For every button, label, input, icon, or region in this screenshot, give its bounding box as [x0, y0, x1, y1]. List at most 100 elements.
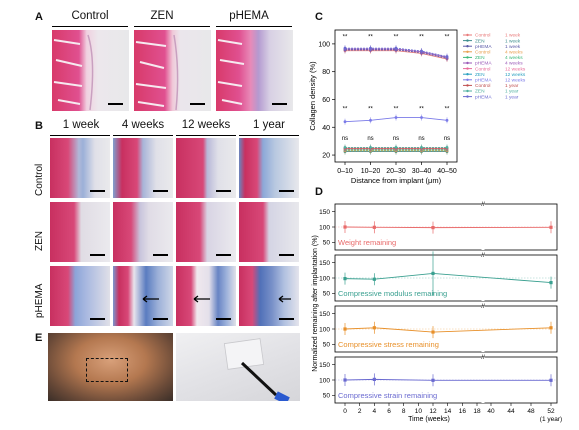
axis-break-mark: //: [481, 202, 485, 208]
y-tick-label: 100: [319, 377, 330, 384]
significance-label: **: [445, 34, 450, 40]
panel-a-col-phema: pHEMA: [229, 10, 269, 22]
panel-a-underline-2: [134, 26, 210, 27]
legend-marker: [466, 67, 469, 70]
y-tick-label: 20: [322, 153, 330, 160]
legend-marker: [466, 78, 469, 81]
significance-label: **: [343, 34, 348, 40]
histology-control-12weeks: [176, 138, 236, 198]
significance-label: **: [419, 34, 424, 40]
histology-zen-1week: [50, 202, 110, 262]
legend-time-label: 1 year: [505, 89, 519, 95]
legend-marker: [466, 84, 469, 87]
subplot-title: Compressive modulus remaining: [338, 289, 447, 298]
y-tick-label: 100: [319, 326, 330, 333]
x-tick-label: 2: [358, 408, 362, 415]
x-tick-label: 0–10: [337, 168, 353, 175]
y-axis-label: Normalized remaining after implantation …: [312, 235, 319, 372]
x-axis-label: Distance from implant (μm): [351, 176, 442, 185]
y-tick-label: 50: [323, 342, 331, 349]
year-label: (1 year): [540, 416, 562, 423]
significance-label: ns: [418, 136, 424, 142]
histology-phema-4weeks: [113, 266, 173, 326]
significance-label: **: [394, 107, 399, 113]
legend-marker: [466, 39, 469, 42]
x-tick-label: 40: [487, 408, 495, 415]
data-point: [372, 277, 376, 281]
legend-time-label: 1 week: [505, 38, 521, 44]
panel-a-col-control: Control: [71, 10, 109, 22]
series-line: [344, 226, 552, 229]
y-tick-label: 100: [319, 275, 330, 282]
data-point: [549, 225, 553, 229]
subplot-title: Compressive stress remaining: [338, 340, 439, 349]
legend-time-label: 12 weeks: [505, 72, 526, 78]
histology-zen-4weeks: [113, 202, 173, 262]
series-line: [344, 378, 551, 381]
data-point: [343, 378, 347, 382]
legend-series-name: Control: [475, 33, 490, 39]
panel-b-row-zen: ZEN: [34, 231, 45, 251]
legend-series-name: Control: [475, 66, 490, 72]
legend-marker: [466, 56, 469, 59]
y-tick-label: 50: [323, 291, 331, 298]
legend-marker: [466, 95, 469, 98]
panel-a-label: A: [35, 11, 43, 23]
y-tick-label: 100: [319, 224, 330, 231]
y-tick-label: 150: [319, 209, 330, 216]
scale-bar: [108, 103, 123, 105]
collagen-density-chart: 20 40 60 80 100 0–10 10–20 20–30 30–40 40–50Dista…: [308, 29, 526, 185]
histology-image-control: [52, 30, 129, 111]
x-tick-label: 18: [473, 408, 481, 415]
panel-c-label: C: [315, 11, 323, 23]
legend-time-label: 4 weeks: [505, 50, 523, 56]
panel-e-label: E: [35, 332, 43, 344]
legend-series-name: pHEMA: [475, 94, 492, 100]
data-point: [372, 225, 376, 229]
significance-label: ns: [367, 136, 373, 142]
legend-series-name: ZEN: [475, 89, 485, 95]
x-tick-label: 48: [527, 408, 535, 415]
histology-zen-1year: [239, 202, 299, 262]
data-point: [372, 326, 376, 330]
y-tick-label: 150: [319, 260, 330, 267]
photo-implant-in-situ: [48, 333, 173, 401]
x-tick-label: 20–30: [386, 168, 406, 175]
legend-series-name: ZEN: [475, 72, 485, 78]
y-axis-label: Collagen density (%): [308, 61, 317, 131]
x-tick-label: 30–40: [412, 168, 432, 175]
panel-a-col-zen: ZEN: [150, 10, 174, 22]
implant-outline: [86, 358, 128, 382]
panel-b-underline-4: [239, 135, 299, 136]
significance-label: **: [368, 107, 373, 113]
legend-series-name: pHEMA: [475, 44, 492, 50]
legend-marker: [466, 50, 469, 53]
histology-zen-12weeks: [176, 202, 236, 262]
y-tick-label: 60: [322, 97, 330, 104]
x-tick-label: 6: [387, 408, 391, 415]
panel-b-col-1week: 1 week: [62, 119, 100, 131]
data-point: [343, 277, 347, 281]
series-line: [344, 327, 552, 333]
subplot-title: Weight remaining: [338, 238, 396, 247]
histology-control-1year: [239, 138, 299, 198]
histology-image-zen: [134, 30, 211, 111]
significance-label: **: [368, 34, 373, 40]
data-point: [372, 377, 376, 381]
x-tick-label: 0: [343, 408, 347, 415]
axis-break-mark: //: [481, 355, 485, 361]
x-tick-label: 16: [459, 408, 467, 415]
data-point: [431, 330, 435, 334]
histology-phema-1week: [50, 266, 110, 326]
y-tick-label: 50: [323, 393, 331, 400]
panel-b-underline-2: [113, 135, 173, 136]
data-point: [343, 225, 347, 229]
panel-b-underline-1: [50, 135, 110, 136]
legend-time-label: 1 week: [505, 44, 521, 50]
legend-time-label: 1 year: [505, 83, 519, 89]
histology-control-4weeks: [113, 138, 173, 198]
x-tick-label: 44: [507, 408, 515, 415]
degradation-chart: // 50 100 150 Weight remaining // 50 100 150 Comp…: [312, 202, 562, 423]
legend-series-name: pHEMA: [475, 61, 492, 67]
legend-series-name: ZEN: [475, 55, 485, 61]
